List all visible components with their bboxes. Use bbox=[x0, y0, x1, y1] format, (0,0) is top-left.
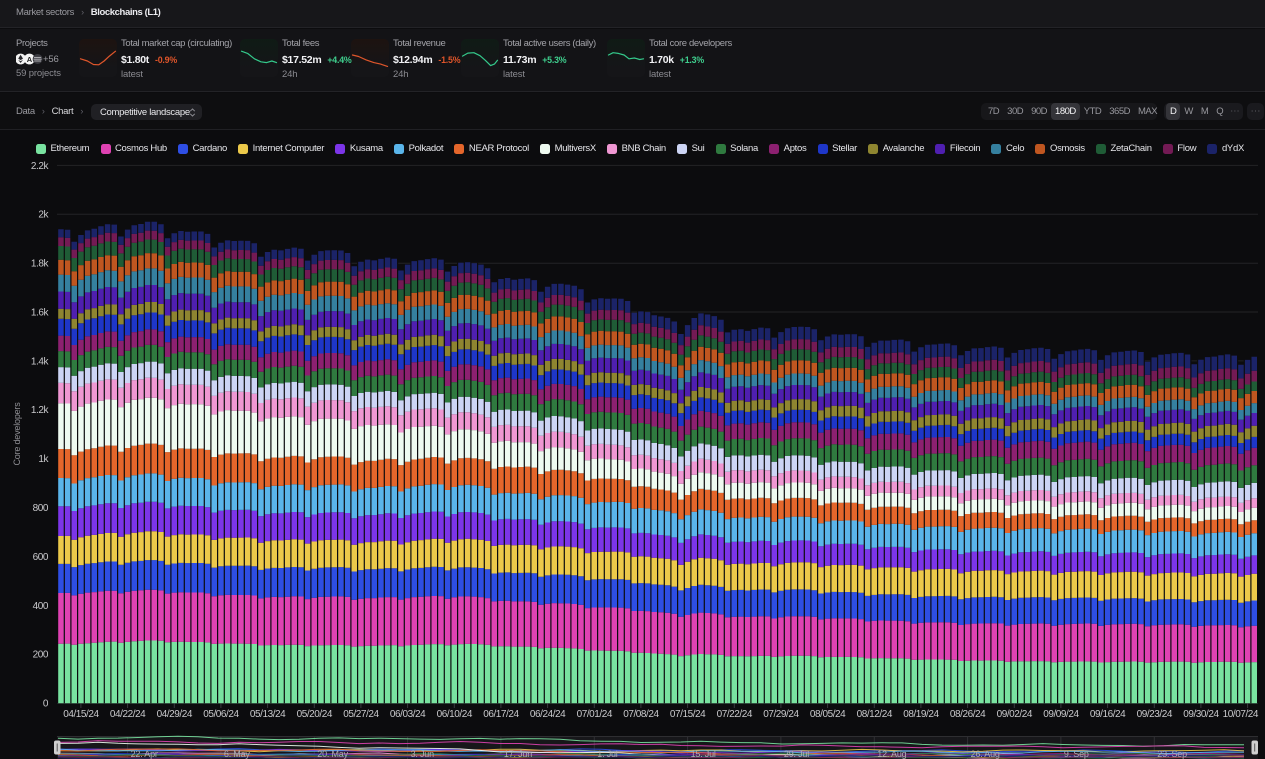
svg-text:0: 0 bbox=[43, 699, 49, 710]
svg-text:09/09/24: 09/09/24 bbox=[1043, 709, 1079, 720]
svg-text:07/15/24: 07/15/24 bbox=[670, 709, 706, 720]
svg-text:04/29/24: 04/29/24 bbox=[157, 709, 193, 720]
svg-text:26. Aug: 26. Aug bbox=[971, 749, 1000, 759]
svg-text:08/12/24: 08/12/24 bbox=[857, 709, 893, 720]
svg-text:06/03/24: 06/03/24 bbox=[390, 709, 426, 720]
svg-text:1.8k: 1.8k bbox=[31, 259, 50, 270]
svg-text:1. Jul: 1. Jul bbox=[597, 749, 618, 759]
svg-text:08/19/24: 08/19/24 bbox=[903, 709, 939, 720]
svg-text:17. Jun: 17. Jun bbox=[504, 749, 532, 759]
svg-text:05/06/24: 05/06/24 bbox=[203, 709, 239, 720]
svg-text:20. May: 20. May bbox=[317, 749, 348, 759]
svg-text:07/22/24: 07/22/24 bbox=[717, 709, 753, 720]
svg-text:04/15/24: 04/15/24 bbox=[63, 709, 99, 720]
svg-text:6. May: 6. May bbox=[224, 749, 251, 759]
svg-text:1k: 1k bbox=[38, 454, 49, 465]
svg-text:07/08/24: 07/08/24 bbox=[623, 709, 659, 720]
svg-text:2k: 2k bbox=[38, 210, 49, 221]
svg-text:1.2k: 1.2k bbox=[31, 405, 50, 416]
svg-text:1.4k: 1.4k bbox=[31, 356, 50, 367]
svg-text:22. Apr: 22. Apr bbox=[131, 749, 158, 759]
svg-text:07/29/24: 07/29/24 bbox=[763, 709, 799, 720]
svg-text:09/16/24: 09/16/24 bbox=[1090, 709, 1126, 720]
svg-text:1.6k: 1.6k bbox=[31, 307, 50, 318]
svg-text:12. Aug: 12. Aug bbox=[877, 749, 906, 759]
svg-text:06/24/24: 06/24/24 bbox=[530, 709, 566, 720]
svg-text:800: 800 bbox=[33, 503, 49, 514]
svg-text:08/26/24: 08/26/24 bbox=[950, 709, 986, 720]
svg-text:600: 600 bbox=[33, 552, 49, 563]
svg-text:10/07/24: 10/07/24 bbox=[1223, 709, 1259, 720]
svg-text:29. Jul: 29. Jul bbox=[784, 749, 809, 759]
svg-text:05/13/24: 05/13/24 bbox=[250, 709, 286, 720]
svg-text:2.2k: 2.2k bbox=[31, 161, 50, 172]
svg-text:09/30/24: 09/30/24 bbox=[1183, 709, 1219, 720]
svg-text:08/05/24: 08/05/24 bbox=[810, 709, 846, 720]
svg-text:9. Sep: 9. Sep bbox=[1064, 749, 1089, 759]
svg-text:Core developers: Core developers bbox=[12, 402, 22, 466]
svg-text:06/17/24: 06/17/24 bbox=[483, 709, 519, 720]
svg-text:3. Jun: 3. Jun bbox=[411, 749, 435, 759]
svg-text:23. Sep: 23. Sep bbox=[1157, 749, 1187, 759]
svg-text:05/20/24: 05/20/24 bbox=[297, 709, 333, 720]
svg-text:04/22/24: 04/22/24 bbox=[110, 709, 146, 720]
svg-text:400: 400 bbox=[33, 601, 49, 612]
svg-text:06/10/24: 06/10/24 bbox=[437, 709, 473, 720]
svg-text:05/27/24: 05/27/24 bbox=[343, 709, 379, 720]
svg-text:09/23/24: 09/23/24 bbox=[1137, 709, 1173, 720]
svg-text:07/01/24: 07/01/24 bbox=[577, 709, 613, 720]
svg-text:200: 200 bbox=[33, 650, 49, 661]
svg-text:A: A bbox=[27, 55, 33, 64]
svg-text:15. Jul: 15. Jul bbox=[691, 749, 716, 759]
svg-text:09/02/24: 09/02/24 bbox=[997, 709, 1033, 720]
